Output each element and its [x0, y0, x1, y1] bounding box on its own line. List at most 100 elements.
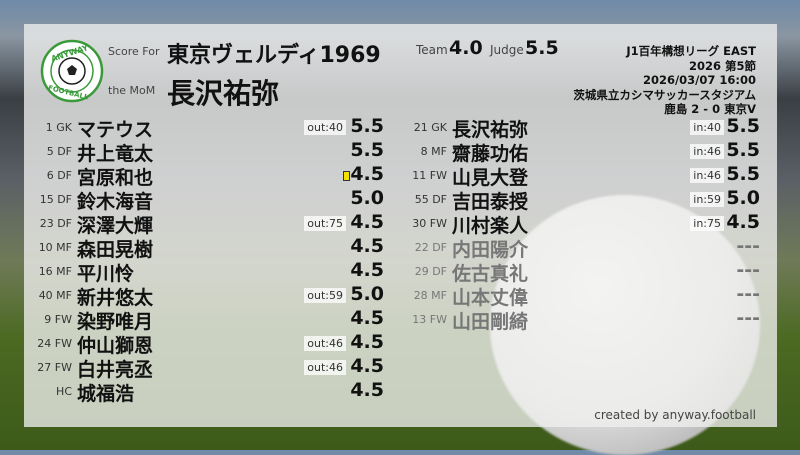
player-name: 宮原和也 — [77, 167, 154, 189]
score-for-label: Score For — [108, 45, 160, 58]
player-position: 23 DF — [39, 217, 72, 230]
player-row: 27 FW 白井亮丞 out:46 4.5 — [0, 355, 800, 381]
player-row: 23 DF 深澤大輝 out:75 4.5 — [0, 211, 800, 237]
player-rating: 4.5 — [350, 331, 384, 353]
player-row: 29 DF 佐古真礼 --- — [0, 259, 800, 285]
substitution-badge: in:40 — [690, 120, 724, 135]
team-score: 4.0 — [449, 37, 483, 59]
player-rating: 5.0 — [350, 283, 384, 305]
player-position: 9 FW — [44, 313, 72, 326]
player-rating: 4.5 — [350, 379, 384, 401]
player-position: HC — [56, 385, 72, 398]
player-row: HC 城福浩 4.5 — [0, 379, 800, 405]
player-position: 8 MF — [420, 145, 447, 158]
player-position: 5 DF — [46, 145, 72, 158]
player-position: 29 DF — [414, 265, 447, 278]
player-position: 15 DF — [39, 193, 72, 206]
player-name: 川村楽人 — [452, 215, 529, 237]
player-rating: 5.5 — [726, 139, 760, 161]
round: 2026 第5節 — [688, 58, 756, 73]
player-rating: 5.5 — [726, 115, 760, 137]
player-name: マテウス — [77, 119, 154, 141]
player-row: 30 FW 川村楽人 in:75 4.5 — [0, 211, 800, 237]
player-row: 15 DF 鈴木海音 5.0 — [0, 187, 800, 213]
mom-name: 長沢祐弥 — [167, 77, 280, 110]
substitution-badge: in:59 — [690, 192, 724, 207]
match-result: 鹿島 2 - 0 東京V — [664, 102, 756, 116]
player-name: 深澤大輝 — [77, 215, 154, 237]
player-name: 染野唯月 — [77, 311, 154, 333]
player-row: 9 FW 染野唯月 4.5 — [0, 307, 800, 333]
mom-label: the MoM — [108, 84, 156, 97]
judge-score-label: Judge — [490, 43, 524, 57]
match-datetime: 2026/03/07 16:00 — [642, 73, 756, 87]
player-name: 内田陽介 — [452, 239, 529, 261]
player-position: 55 DF — [414, 193, 447, 206]
player-row: 10 MF 森田晃樹 4.5 — [0, 235, 800, 261]
player-name: 新井悠太 — [77, 287, 154, 309]
player-rating: 4.5 — [350, 307, 384, 329]
substitution-badge: out:75 — [304, 216, 346, 231]
player-name: 山本丈偉 — [452, 287, 529, 309]
team-score-label: Team — [416, 43, 448, 57]
player-rating: --- — [736, 259, 760, 281]
player-position: 1 GK — [45, 121, 72, 134]
player-row: 24 FW 仲山獅恩 out:46 4.5 — [0, 331, 800, 357]
player-rating: 5.5 — [350, 139, 384, 161]
player-name: 平川怜 — [77, 263, 135, 285]
player-row: 55 DF 吉田泰授 in:59 5.0 — [0, 187, 800, 213]
player-name: 白井亮丞 — [77, 359, 154, 381]
player-row: 8 MF 齋藤功佑 in:46 5.5 — [0, 139, 800, 165]
team-name: 東京ヴェルディ1969 — [167, 43, 381, 68]
player-rating: --- — [736, 235, 760, 257]
player-name: 鈴木海音 — [77, 191, 154, 213]
player-position: 16 MF — [38, 265, 72, 278]
player-rating: 4.5 — [350, 235, 384, 257]
player-rating: 5.0 — [350, 187, 384, 209]
player-position: 11 FW — [412, 169, 447, 182]
player-name: 森田晃樹 — [77, 239, 154, 261]
player-rating: 5.5 — [350, 115, 384, 137]
player-rating: 4.5 — [350, 163, 384, 185]
substitution-badge: out:46 — [304, 336, 346, 351]
substitution-badge: in:75 — [690, 216, 724, 231]
player-position: 21 GK — [413, 121, 447, 134]
substitution-badge: in:46 — [690, 144, 724, 159]
player-name: 城福浩 — [77, 383, 135, 405]
player-rating: 4.5 — [350, 355, 384, 377]
substitution-badge: out:46 — [304, 360, 346, 375]
player-rating: 5.0 — [726, 187, 760, 209]
player-row: 6 DF 宮原和也 4.5 — [0, 163, 800, 189]
player-position: 6 DF — [46, 169, 72, 182]
player-name: 山見大登 — [452, 167, 529, 189]
player-rating: --- — [736, 307, 760, 329]
player-position: 10 MF — [38, 241, 72, 254]
substitution-badge: out:59 — [304, 288, 346, 303]
judge-score: 5.5 — [525, 37, 559, 59]
league: J1百年構想リーグ EAST — [626, 44, 756, 58]
player-position: 24 FW — [37, 337, 72, 350]
match-info: J1百年構想リーグ EAST 2026 第5節 2026/03/07 16:00… — [573, 44, 756, 117]
player-name: 吉田泰授 — [452, 191, 529, 213]
player-name: 齋藤功佑 — [452, 143, 529, 165]
player-position: 30 FW — [412, 217, 447, 230]
player-position: 40 MF — [38, 289, 72, 302]
player-rating: --- — [736, 283, 760, 305]
player-row: 40 MF 新井悠太 out:59 5.0 — [0, 283, 800, 309]
player-rating: 4.5 — [350, 211, 384, 233]
player-rating: 4.5 — [726, 211, 760, 233]
yellow-card-icon — [343, 171, 350, 181]
player-name: 井上竜太 — [77, 143, 154, 165]
stadium: 茨城県立カシマサッカースタジアム — [573, 87, 756, 102]
credit: created by anyway.football — [594, 408, 756, 422]
substitution-badge: out:40 — [304, 120, 346, 135]
player-name: 仲山獅恩 — [77, 335, 154, 357]
player-row: 13 FW 山田剛綺 --- — [0, 307, 800, 333]
player-name: 佐古真礼 — [452, 263, 529, 285]
player-row: 1 GK マテウス out:40 5.5 — [0, 115, 800, 141]
substitution-badge: in:46 — [690, 168, 724, 183]
player-position: 28 MF — [413, 289, 447, 302]
player-name: 長沢祐弥 — [452, 119, 529, 141]
player-row: 22 DF 内田陽介 --- — [0, 235, 800, 261]
player-row: 16 MF 平川怜 4.5 — [0, 259, 800, 285]
